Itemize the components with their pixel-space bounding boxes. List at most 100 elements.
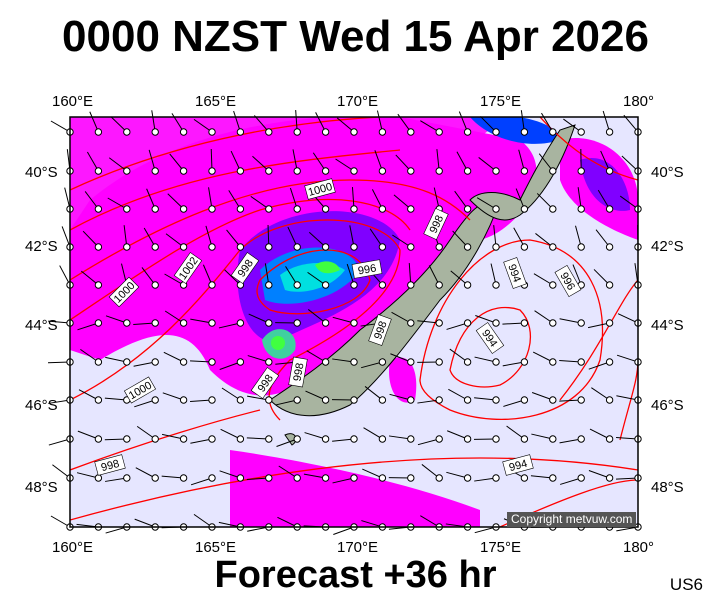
- station-marker: [407, 243, 415, 251]
- station-marker: [236, 205, 245, 213]
- station-marker: [123, 474, 131, 482]
- lon-label: 180°: [623, 93, 655, 110]
- station-marker: [463, 167, 472, 175]
- station-marker: [123, 319, 131, 327]
- station-marker: [605, 243, 614, 251]
- station-marker: [549, 205, 557, 213]
- station-marker: [94, 319, 103, 327]
- station-marker: [293, 128, 301, 136]
- forecast-label: Forecast +36 hr: [214, 554, 497, 596]
- station-marker: [208, 358, 216, 366]
- station-marker: [151, 167, 159, 175]
- lat-label: 40°S: [651, 164, 684, 181]
- lon-label: 170°E: [337, 93, 379, 110]
- station-marker: [492, 167, 500, 175]
- station-marker: [123, 128, 131, 136]
- station-marker: [94, 474, 103, 482]
- station-marker: [549, 319, 557, 327]
- station-marker: [435, 243, 443, 251]
- station-marker: [123, 205, 131, 213]
- station-marker: [265, 205, 273, 213]
- station-marker: [208, 205, 216, 213]
- station-marker: [605, 358, 614, 366]
- station-marker: [94, 358, 103, 366]
- station-marker: [94, 435, 103, 443]
- station-marker: [293, 396, 301, 404]
- station-marker: [378, 396, 387, 404]
- station-marker: [407, 474, 415, 482]
- station-marker: [236, 319, 245, 327]
- station-marker: [605, 128, 614, 136]
- station-marker: [208, 243, 216, 251]
- station-marker: [179, 474, 188, 482]
- svg-text:996: 996: [357, 262, 377, 277]
- station-marker: [321, 205, 330, 213]
- station-marker: [321, 128, 330, 136]
- station-marker: [407, 281, 415, 289]
- station-marker: [179, 358, 188, 366]
- station-marker: [605, 167, 614, 175]
- station-marker: [463, 128, 472, 136]
- station-marker: [151, 474, 159, 482]
- station-marker: [492, 358, 500, 366]
- station-marker: [151, 205, 159, 213]
- station-marker: [378, 281, 387, 289]
- station-marker: [463, 435, 472, 443]
- station-marker: [179, 319, 188, 327]
- station-marker: [520, 167, 529, 175]
- station-marker: [151, 243, 159, 251]
- station-marker: [435, 396, 443, 404]
- station-marker: [378, 358, 387, 366]
- station-marker: [236, 243, 245, 251]
- station-marker: [577, 205, 585, 213]
- station-marker: [407, 358, 415, 366]
- svg-text:998: 998: [291, 362, 306, 382]
- station-marker: [549, 474, 557, 482]
- station-marker: [208, 435, 216, 443]
- station-marker: [94, 396, 103, 404]
- lat-label: 48°S: [25, 479, 58, 496]
- station-marker: [321, 474, 330, 482]
- station-marker: [350, 205, 358, 213]
- lon-label: 175°E: [480, 539, 522, 556]
- station-marker: [577, 167, 585, 175]
- station-marker: [321, 358, 330, 366]
- station-marker: [435, 167, 443, 175]
- station-marker: [179, 243, 188, 251]
- station-marker: [463, 474, 472, 482]
- station-marker: [549, 243, 557, 251]
- station-marker: [605, 435, 614, 443]
- station-marker: [94, 205, 103, 213]
- station-marker: [236, 358, 245, 366]
- station-marker: [407, 167, 415, 175]
- station-marker: [577, 243, 585, 251]
- station-marker: [151, 319, 159, 327]
- station-marker: [265, 396, 273, 404]
- station-marker: [378, 435, 387, 443]
- svg-text:994: 994: [508, 458, 529, 474]
- station-marker: [350, 281, 358, 289]
- station-marker: [549, 128, 557, 136]
- station-marker: [520, 243, 529, 251]
- station-marker: [236, 167, 245, 175]
- station-marker: [520, 358, 529, 366]
- lon-label: 175°E: [480, 93, 522, 110]
- region-code: US6: [669, 575, 703, 594]
- station-marker: [321, 435, 330, 443]
- station-marker: [549, 396, 557, 404]
- station-marker: [435, 435, 443, 443]
- isobar-label: 998: [368, 314, 392, 346]
- station-marker: [350, 474, 358, 482]
- station-marker: [293, 167, 301, 175]
- station-marker: [151, 396, 159, 404]
- station-marker: [520, 474, 529, 482]
- station-marker: [577, 358, 585, 366]
- station-marker: [492, 396, 500, 404]
- station-marker: [179, 128, 188, 136]
- station-marker: [293, 205, 301, 213]
- station-marker: [463, 281, 472, 289]
- station-marker: [179, 435, 188, 443]
- station-marker: [151, 281, 159, 289]
- station-marker: [605, 396, 614, 404]
- station-marker: [520, 435, 529, 443]
